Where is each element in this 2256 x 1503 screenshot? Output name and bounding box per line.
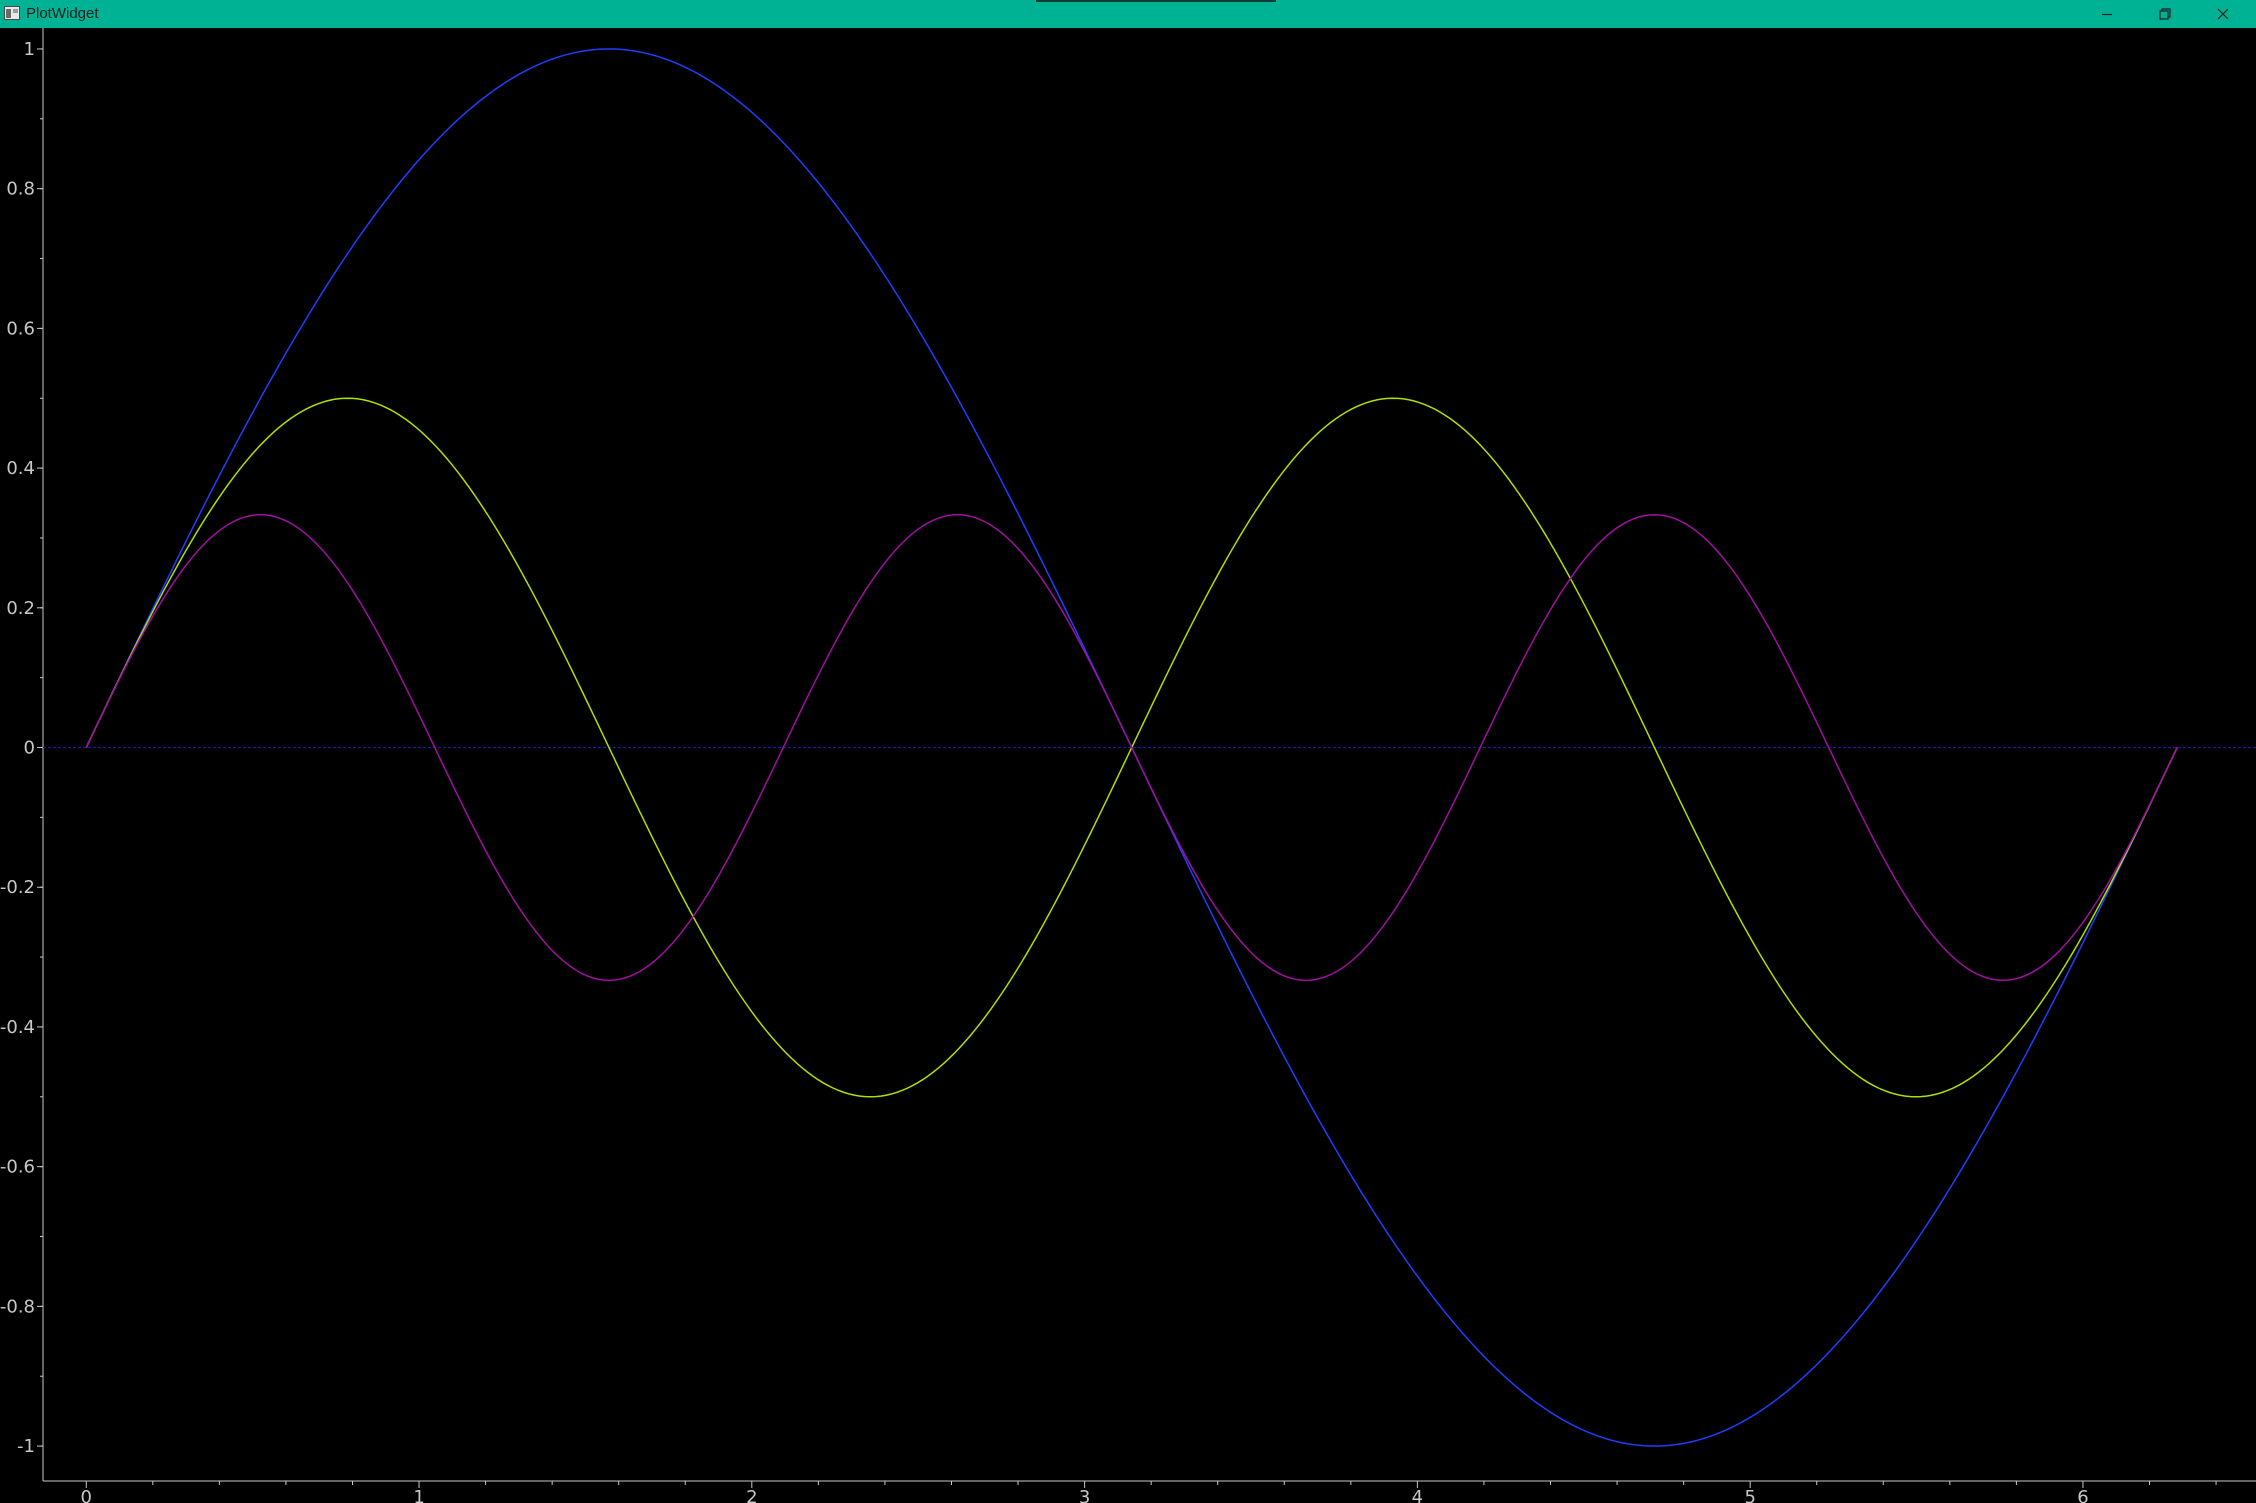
y-tick-label: 0.6 [6, 318, 35, 339]
x-tick-label: 5 [1744, 1487, 1755, 1503]
close-button[interactable] [2194, 0, 2252, 28]
y-tick-label: 1 [24, 39, 35, 60]
y-tick-label: 0.8 [6, 179, 35, 200]
title-drag-indicator [1036, 0, 1276, 2]
app-icon [4, 6, 20, 20]
y-tick-label: -1 [17, 1436, 35, 1457]
x-tick-label: 4 [1412, 1487, 1423, 1503]
x-tick-label: 3 [1079, 1487, 1090, 1503]
y-tick-label: -0.2 [0, 877, 35, 898]
window-title: PlotWidget [26, 5, 99, 22]
y-tick-label: -0.4 [0, 1017, 35, 1038]
x-tick-label: 1 [413, 1487, 424, 1503]
y-tick-label: 0 [24, 738, 35, 759]
y-tick-label: 0.2 [6, 598, 35, 619]
x-tick-label: 2 [746, 1487, 757, 1503]
series-layer [43, 48, 2256, 1447]
y-tick-label: 0.4 [6, 458, 35, 479]
minimize-icon [2102, 13, 2112, 16]
close-icon [2217, 8, 2229, 20]
axes: 1 0.8 0.6 0.4 0.2 0 -0.2 -0.4 -0.6 -0.8 -1 0 1 2 3 4 5 6 [0, 28, 2256, 1503]
x-tick-label: 0 [81, 1487, 92, 1503]
plot-area[interactable]: 1 0.8 0.6 0.4 0.2 0 -0.2 -0.4 -0.6 -0.8 -1 0 1 2 3 4 5 6 [0, 28, 2256, 1503]
restore-button[interactable] [2136, 0, 2194, 28]
title-bar[interactable]: PlotWidget [0, 0, 2256, 28]
series-line-sin-3x-3 [85, 513, 2178, 982]
minimize-button[interactable] [2078, 0, 2136, 28]
y-tick-label: -0.8 [0, 1296, 35, 1317]
y-tick-label: -0.6 [0, 1157, 35, 1178]
restore-icon [2159, 8, 2171, 20]
x-tick-label: 6 [2077, 1487, 2088, 1503]
